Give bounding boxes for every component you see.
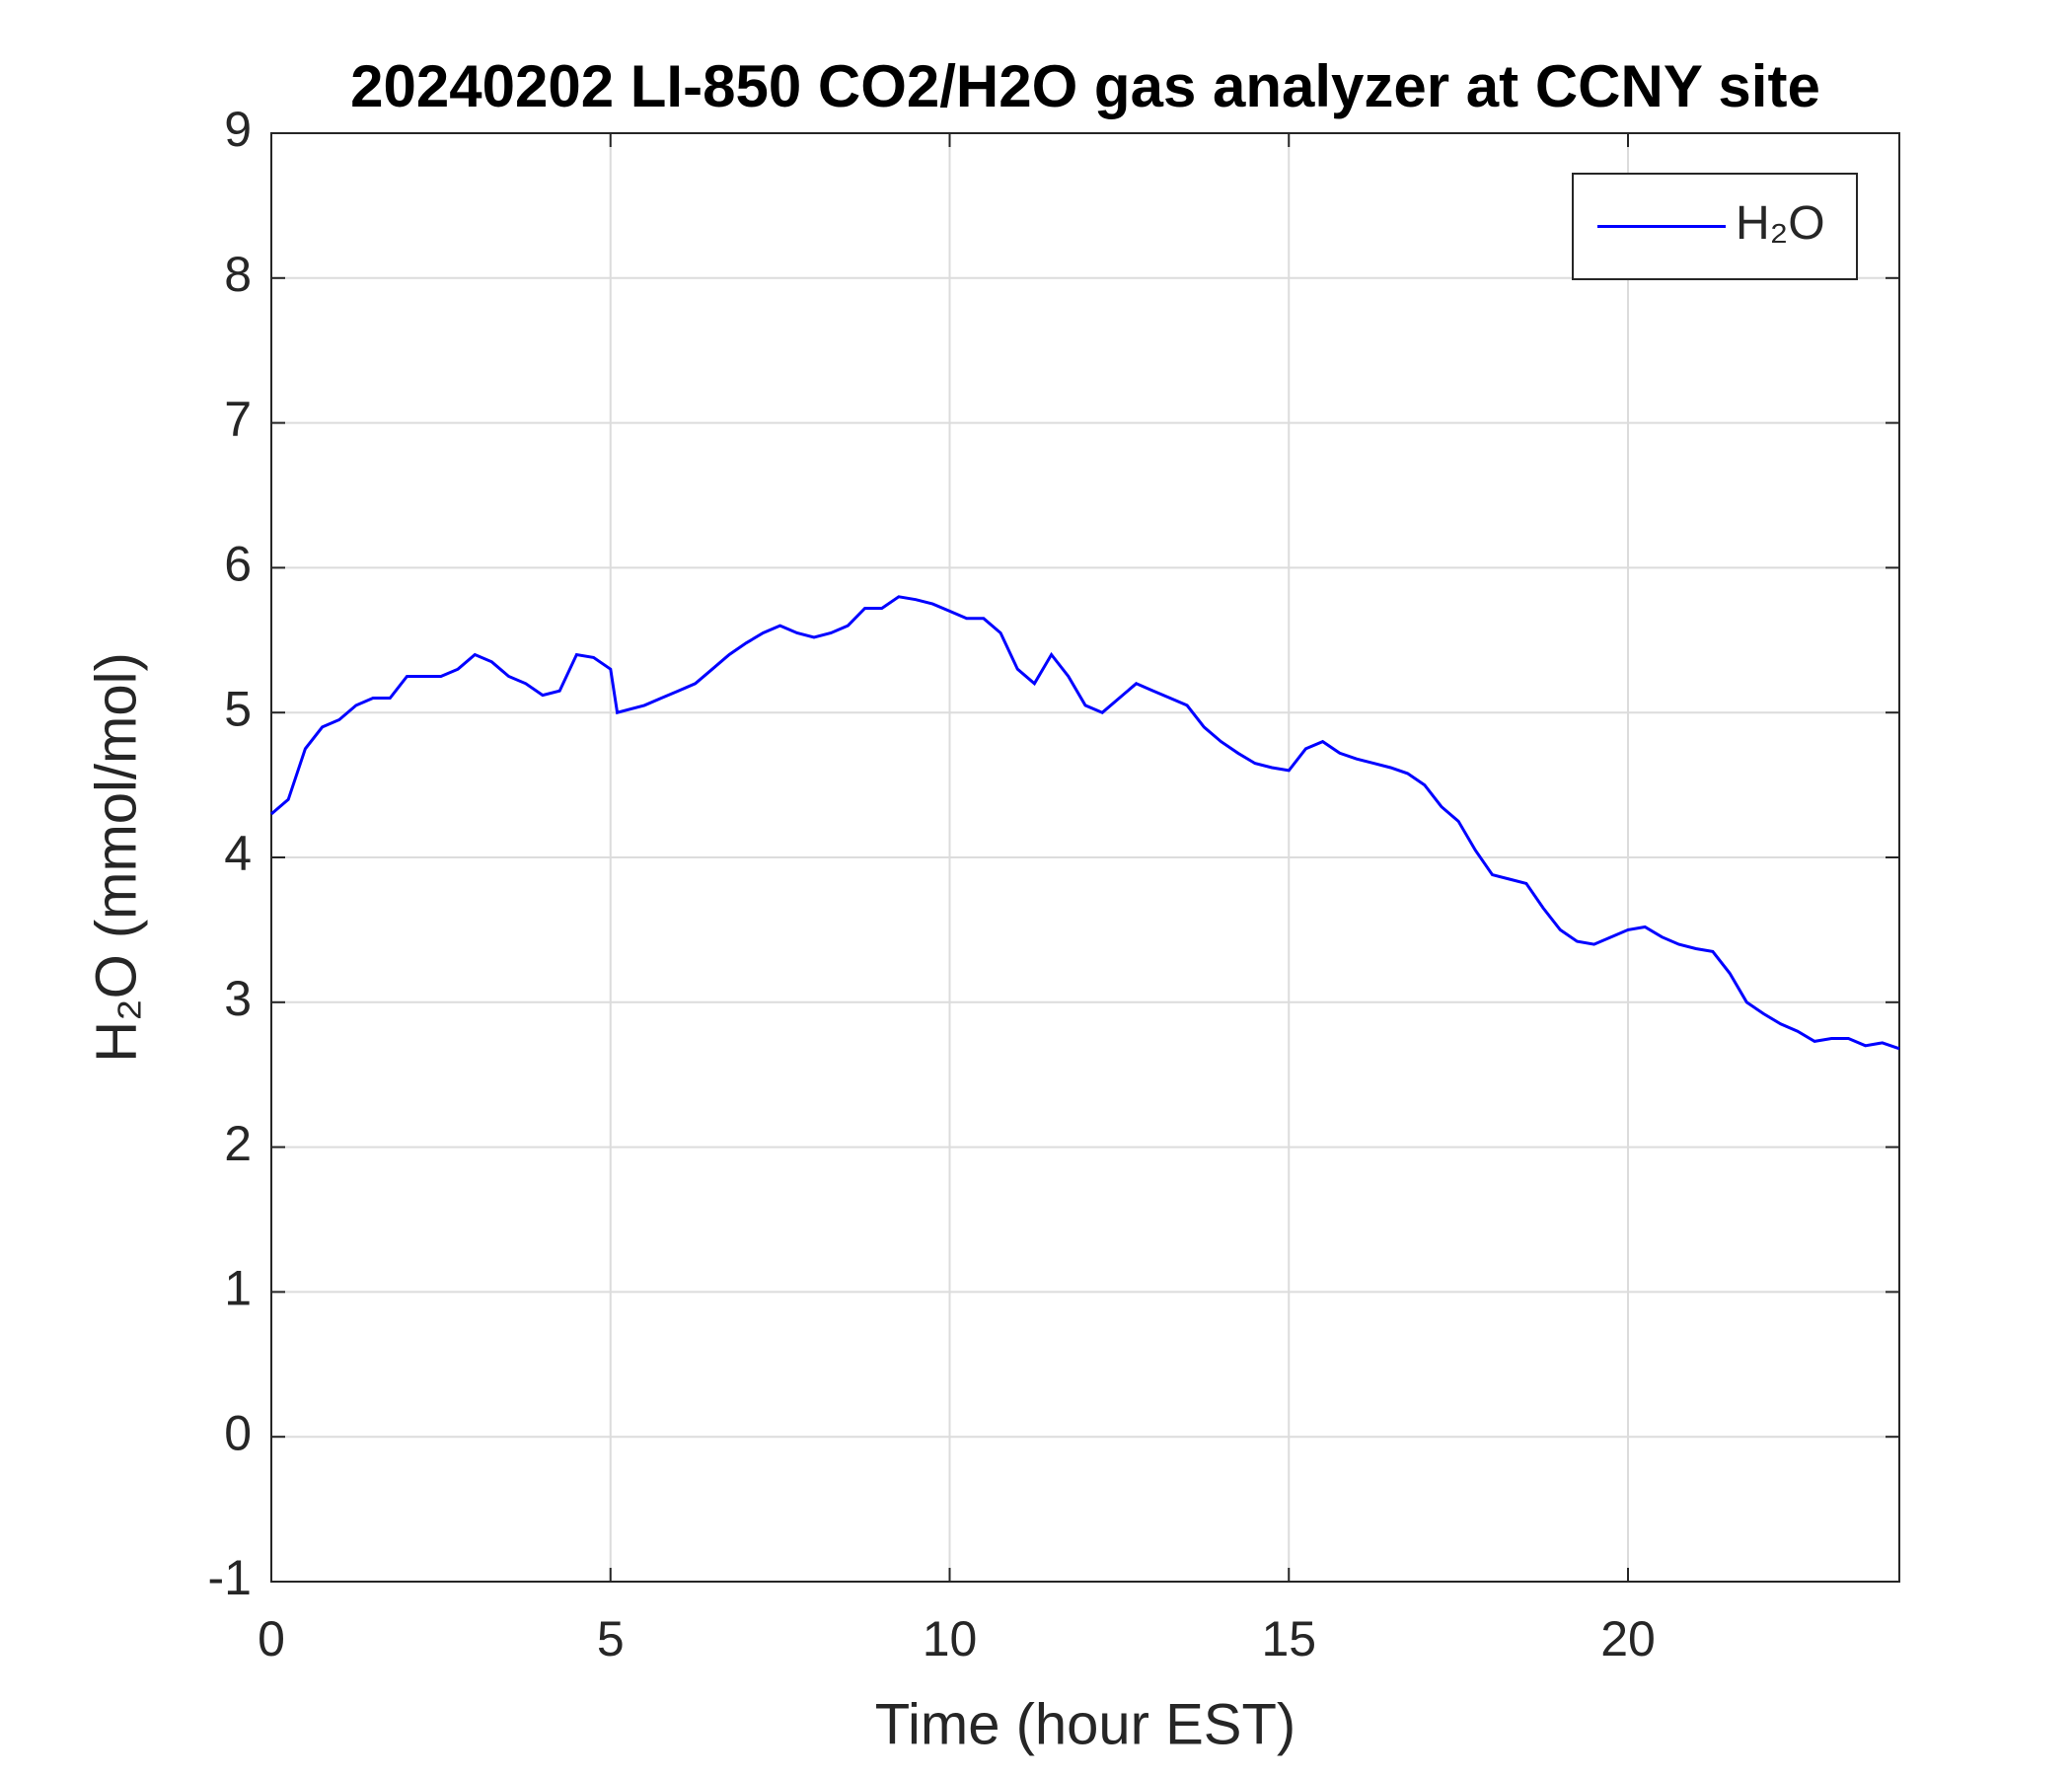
chart-title: 20240202 LI-850 CO2/H2O gas analyzer at … [350, 53, 1820, 119]
x-tick-label: 15 [1261, 1611, 1316, 1666]
y-tick-label: 9 [224, 102, 252, 157]
y-tick-label: 0 [224, 1405, 252, 1460]
y-tick-label: 3 [224, 971, 252, 1026]
x-tick-label: 10 [923, 1611, 978, 1666]
axes-box [270, 132, 1900, 1583]
y-tick-label: 1 [224, 1261, 252, 1316]
legend-label: H₂O [1736, 197, 1825, 250]
y-axis-label: H₂O (mmol/mol) [84, 652, 148, 1063]
x-tick-label: 5 [597, 1611, 625, 1666]
y-tick-label: 8 [224, 247, 252, 302]
data-line [270, 595, 1900, 1051]
x-tick-label: 0 [258, 1611, 285, 1666]
x-axis-label: Time (hour EST) [875, 1692, 1295, 1756]
x-tick-label: 20 [1600, 1611, 1656, 1666]
y-tick-label: 4 [224, 826, 252, 881]
y-tick-label: 6 [224, 537, 252, 592]
y-tick-label: 7 [224, 392, 252, 447]
y-tick-label: 2 [224, 1116, 252, 1171]
y-tick-label: 5 [224, 681, 252, 736]
y-tick-label: -1 [208, 1550, 252, 1605]
